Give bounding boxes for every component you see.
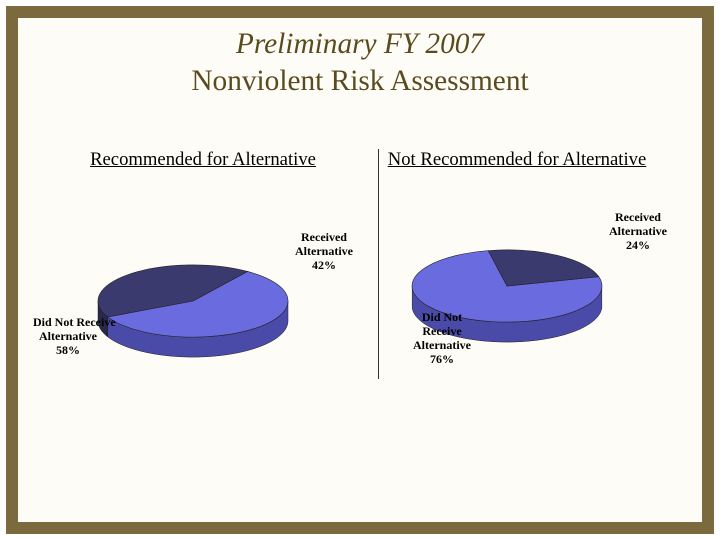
left-chart-column: Recommended for Alternative Did Not Rece…	[38, 149, 368, 389]
title-block: Preliminary FY 2007 Nonviolent Risk Asse…	[18, 26, 702, 99]
left-pie-chart: Did Not Receive Alternative 58%Received …	[38, 171, 368, 371]
pie-slice-label: Did Not Receive Alternative 58%	[33, 316, 103, 357]
right-pie-chart: Did Not Receive Alternative 76% Received …	[352, 171, 682, 371]
title-line-1: Preliminary FY 2007	[18, 26, 702, 63]
title-line-2: Nonviolent Risk Assessment	[18, 63, 702, 100]
pie-slice-label: Received Alternative 42%	[293, 231, 355, 272]
pie-slice-label: Did Not Receive Alternative 76%	[407, 311, 477, 366]
right-chart-title: Not Recommended for Alternative	[352, 149, 682, 171]
left-chart-title: Recommended for Alternative	[38, 149, 368, 171]
right-chart-column: Not Recommended for Alternative Did Not …	[352, 149, 682, 389]
pie-slice-label: Received Alternative 24%	[607, 211, 669, 252]
slide-frame: Preliminary FY 2007 Nonviolent Risk Asse…	[6, 6, 714, 534]
charts-row: Recommended for Alternative Did Not Rece…	[18, 149, 702, 389]
